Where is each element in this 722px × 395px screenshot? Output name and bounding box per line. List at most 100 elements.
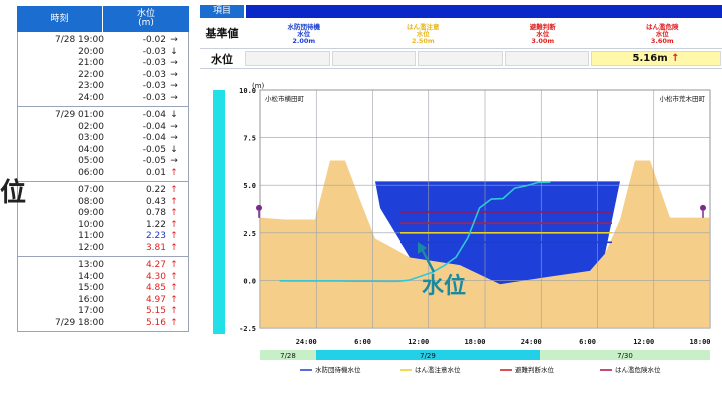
row-time: 06:00 <box>78 167 104 178</box>
row-value: -0.04 <box>142 133 166 143</box>
row-value: 1.22 <box>145 219 166 230</box>
annotation-arrow-icon <box>420 248 436 273</box>
hydrograph-point <box>514 187 516 189</box>
row-value: -0.03 <box>142 69 166 80</box>
hydrograph-point <box>338 280 340 282</box>
trend-arrow-icon: ↓ <box>170 46 178 57</box>
row-value: 4.30 <box>145 271 166 282</box>
hydrograph-point <box>291 280 293 282</box>
table-row: 22:00 -0.03 → <box>18 70 188 82</box>
row-value: 4.27 <box>145 260 166 270</box>
river-cross-section-chart: 10.0 7.5 5.0 2.5 0.0 -2.5 (m) 24:00 6:00 12:00 18:… <box>196 76 722 395</box>
table-header: 時刻 水位 (m) <box>17 6 189 32</box>
level-sidebar <box>213 90 225 334</box>
row-time: 12:00 <box>78 242 104 253</box>
standard-danger-name: はん濫危険 <box>646 23 679 31</box>
row-value: 5.15 <box>145 306 166 316</box>
hydrograph-line <box>279 181 551 283</box>
trend-arrow-icon: ↓ <box>170 110 178 120</box>
table-row: 11:00 2.23 ↑ <box>18 231 188 243</box>
row-time: 02:00 <box>78 121 104 132</box>
row-time: 7/29 18:00 <box>54 317 104 328</box>
table-group: 13:00 4.27 ↑ 14:00 4.30 ↑ 15:00 4.85 ↑ 16:00 4.97 ↑… <box>17 257 189 332</box>
hydrograph-point <box>279 280 281 282</box>
annotation-arrowhead-icon <box>418 242 427 254</box>
legend-label: はん濫注意水位 <box>415 365 461 374</box>
table-row: 09:00 0.78 ↑ <box>18 208 188 220</box>
trend-arrow-icon: ↑ <box>170 231 178 241</box>
row-time: 7/28 19:00 <box>54 35 104 45</box>
standard-standby-kind: 水位 <box>297 30 311 38</box>
trend-arrow-icon: ↑ <box>170 271 178 282</box>
table-row: 17:00 5.15 ↑ <box>18 306 188 318</box>
table-row: 04:00 -0.05 ↓ <box>18 145 188 157</box>
time-column-header: 時刻 <box>17 6 103 32</box>
y-tick-label: 0.0 <box>243 277 256 285</box>
row-value: 3.81 <box>145 242 166 253</box>
left-bank-label: 小松市横田町 <box>265 94 305 103</box>
standard-caution: はん濫注意 水位 2.50m <box>364 18 484 48</box>
hydrograph-point <box>361 280 363 282</box>
table-row: 16:00 4.97 ↑ <box>18 295 188 307</box>
row-value: 0.78 <box>145 208 166 218</box>
row-value: 0.22 <box>145 185 166 195</box>
item-bar: 項目 <box>200 5 722 18</box>
hydrograph-point <box>326 280 328 282</box>
right-bank-label: 小松市荒木田町 <box>660 94 706 103</box>
level-column-header: 水位 (m) <box>103 6 189 32</box>
row-time: 09:00 <box>78 208 104 218</box>
table-row: 14:00 4.30 ↑ <box>18 272 188 284</box>
trend-arrow-icon: → <box>170 69 178 80</box>
standard-evacuation-kind: 水位 <box>536 30 550 38</box>
hydrograph-point <box>443 264 445 267</box>
trend-arrow-icon: → <box>170 156 178 166</box>
date-band-1 <box>316 350 540 360</box>
hydrograph-point <box>455 256 457 258</box>
trend-arrow-icon: ↑ <box>170 317 178 328</box>
date-label: 7/28 <box>280 352 296 360</box>
hydrograph-point <box>314 280 316 282</box>
table-row: 24:00 -0.03 → <box>18 93 188 105</box>
table-row: 7/29 18:00 5.16 ↑ <box>18 318 188 330</box>
standard-label: 基準値 <box>205 27 239 40</box>
level-cell-caution <box>331 51 417 66</box>
trend-arrow-icon: ↑ <box>170 208 178 218</box>
level-header-label: 水位 <box>136 9 155 19</box>
standard-standby-value: 2.00m <box>292 37 316 45</box>
row-value: -0.03 <box>142 81 166 91</box>
level-row: 水位 5.16m ↑ <box>200 49 722 69</box>
trend-arrow-icon: ↓ <box>170 144 178 155</box>
table-row: 15:00 4.85 ↑ <box>18 283 188 295</box>
trend-arrow-icon: → <box>170 35 178 45</box>
row-time: 03:00 <box>78 133 104 143</box>
row-value: -0.04 <box>142 110 166 120</box>
table-body: 7/28 19:00 -0.02 → 20:00 -0.03 ↓ 21:00 -0.03 → 22… <box>17 32 189 332</box>
table-row: 13:00 4.27 ↑ <box>18 260 188 272</box>
row-value: 4.97 <box>145 294 166 305</box>
item-label: 項目 <box>200 5 244 18</box>
trend-arrow-icon: → <box>170 133 178 143</box>
row-time: 05:00 <box>78 156 104 166</box>
row-value: -0.02 <box>142 35 166 45</box>
row-value: 0.43 <box>145 196 166 207</box>
table-group: 07:00 0.22 ↑ 08:00 0.43 ↑ 09:00 0.78 ↑ 10:00 1.22 ↑… <box>17 182 189 257</box>
standard-standby: 水防団待機 水位 2.00m <box>244 18 364 48</box>
table-row: 7/29 01:00 -0.04 ↓ <box>18 110 188 122</box>
x-tick-label: 6:00 <box>354 338 371 346</box>
legend-label: 水防団待機水位 <box>315 365 361 374</box>
hydrograph-point <box>373 280 375 282</box>
row-value: -0.03 <box>142 92 166 103</box>
water-level-annotation: 水位 <box>422 274 467 299</box>
standard-caution-name: はん濫注意 <box>407 23 440 31</box>
x-tick-label: 6:00 <box>579 338 596 346</box>
standard-caution-kind: 水位 <box>416 30 430 38</box>
row-time: 08:00 <box>78 196 104 207</box>
legend-label: 避難判断水位 <box>515 365 555 374</box>
trend-arrow-icon: → <box>170 121 178 132</box>
row-time: 21:00 <box>78 58 104 68</box>
row-value: -0.05 <box>142 144 166 155</box>
hydrograph-point <box>525 185 528 187</box>
person-icon <box>700 204 706 211</box>
hydrograph-point <box>420 275 422 277</box>
standard-danger: はん濫危険 水位 3.60m <box>603 18 722 48</box>
